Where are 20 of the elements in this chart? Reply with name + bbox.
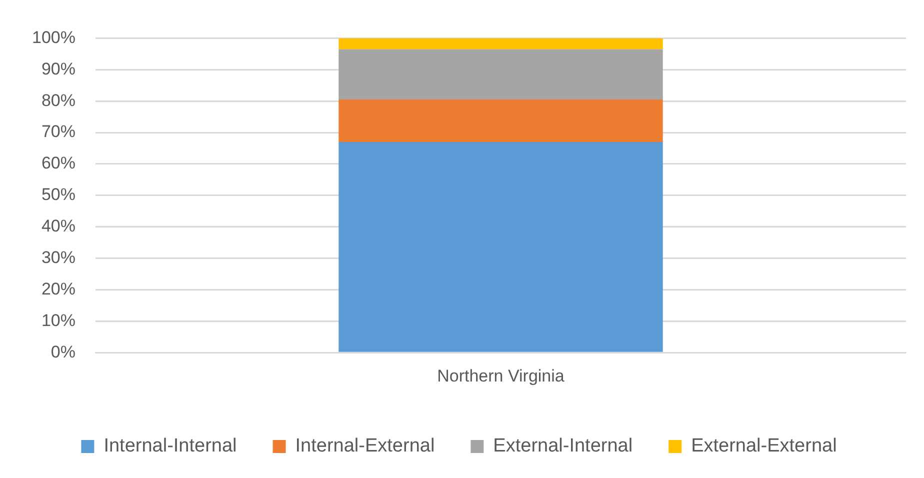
legend-label: External-External [691,436,837,457]
y-tick-label: 100% [32,28,76,47]
bar [338,49,663,100]
bar [338,100,663,142]
y-tick-label: 20% [41,279,76,298]
y-tick-label: 70% [41,122,76,142]
y-tick-label: 0% [50,342,76,362]
legend-label: Internal-Internal [104,436,237,457]
y-tick-label: 40% [41,216,76,236]
y-tick-label: 30% [41,248,76,267]
y-tick-label: 60% [41,154,76,173]
legend-label: External-Internal [493,436,633,457]
y-tick-label: 80% [41,90,76,110]
y-tick-label: 90% [41,59,76,78]
y-tick-label: 50% [41,185,76,204]
x-tick-label: Northern Virginia [437,366,565,386]
bar [338,38,663,50]
bar [338,142,663,352]
legend-label: Internal-External [295,436,435,457]
y-tick-label: 10% [41,310,76,330]
